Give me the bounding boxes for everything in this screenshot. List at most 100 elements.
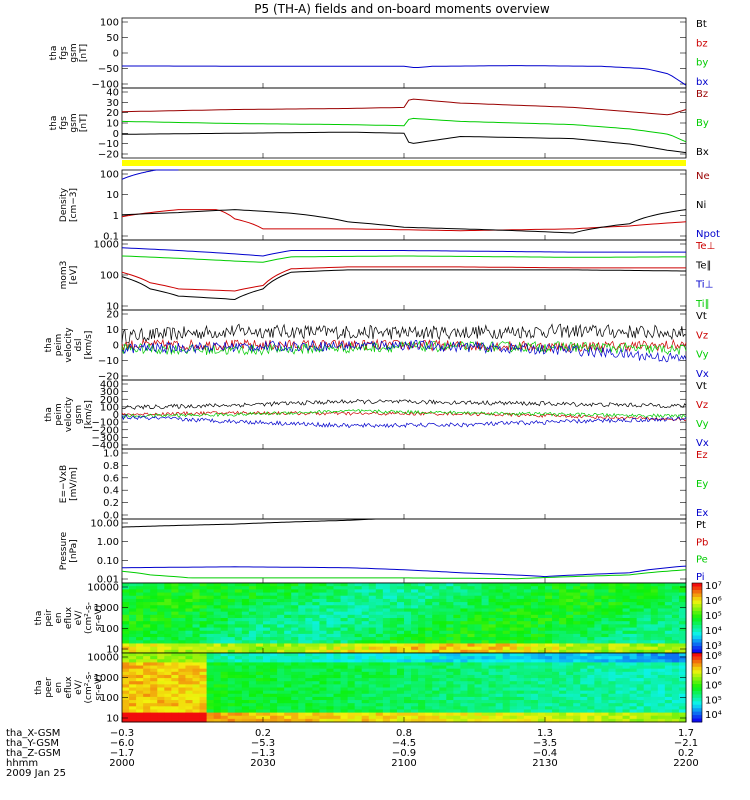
heatmap-cell <box>502 653 511 657</box>
heatmap-cell <box>347 653 356 657</box>
heatmap-cell <box>333 589 342 594</box>
heatmap-cell <box>559 583 567 587</box>
heatmap-cell <box>150 718 158 723</box>
heatmap-cell <box>375 703 384 707</box>
heatmap-cell <box>241 592 250 597</box>
heatmap-cell <box>298 583 306 587</box>
heatmap-cell <box>305 662 313 667</box>
heatmap-cell <box>277 665 285 670</box>
heatmap-cell <box>319 656 327 660</box>
heatmap-cell <box>192 598 201 603</box>
heatmap-cell <box>678 611 687 616</box>
heatmap-cell <box>234 715 243 720</box>
heatmap-cell <box>453 703 461 707</box>
heatmap-cell <box>164 653 172 657</box>
heatmap-cell <box>657 586 666 590</box>
heatmap-cell <box>432 592 440 597</box>
heatmap-cell <box>340 703 349 707</box>
heatmap-cell <box>594 624 602 629</box>
heatmap-cell <box>129 589 137 594</box>
heatmap-cell <box>241 595 250 600</box>
heatmap-cell <box>312 611 320 616</box>
heatmap-cell <box>263 706 271 710</box>
heatmap-cell <box>622 668 631 673</box>
heatmap-cell <box>326 715 334 720</box>
heatmap-cell <box>530 696 539 701</box>
heatmap-cell <box>305 703 313 707</box>
heatmap-cell <box>474 583 483 587</box>
heatmap-cell <box>361 709 370 714</box>
heatmap-cell <box>657 715 666 720</box>
heatmap-cell <box>326 653 334 657</box>
y-axis-label: Pressure [nPa] <box>59 531 79 570</box>
heatmap-cell <box>312 681 320 685</box>
heatmap-cell <box>523 637 532 641</box>
heatmap-cell <box>678 621 687 625</box>
heatmap-cell <box>192 646 201 651</box>
heatmap-cell <box>319 684 327 688</box>
heatmap-cell <box>678 618 687 622</box>
heatmap-cell <box>150 687 158 692</box>
heatmap-cell <box>206 637 215 641</box>
y-axis-label-line: gsm <box>69 43 79 62</box>
heatmap-cell <box>537 693 546 698</box>
heatmap-cell <box>157 678 165 682</box>
heatmap-cell <box>389 605 398 609</box>
heatmap-cell <box>396 630 405 635</box>
heatmap-cell <box>516 693 525 698</box>
heatmap-cell <box>312 592 320 597</box>
heatmap-cell <box>488 646 497 651</box>
heatmap-cell <box>636 696 645 701</box>
heatmap-cell <box>622 687 631 692</box>
heatmap-cell <box>481 684 490 688</box>
heatmap-cell <box>241 659 250 663</box>
heatmap-cell <box>305 608 313 613</box>
heatmap-cell <box>178 624 186 629</box>
heatmap-cell <box>516 618 525 622</box>
heatmap-cell <box>545 700 553 704</box>
heatmap-cell <box>537 656 546 660</box>
heatmap-cell <box>488 684 497 688</box>
colorbar-segment <box>692 597 702 601</box>
heatmap-cell <box>199 643 208 648</box>
heatmap-cell <box>185 674 193 679</box>
heatmap-cell <box>150 653 158 657</box>
heatmap-cell <box>199 709 208 714</box>
heatmap-cell <box>361 659 370 663</box>
heatmap-cell <box>671 618 680 622</box>
heatmap-cell <box>516 687 525 692</box>
heatmap-cell <box>171 618 179 622</box>
heatmap-cell <box>678 709 687 714</box>
heatmap-cell <box>248 618 257 622</box>
heatmap-cell <box>509 624 518 629</box>
heatmap-cell <box>192 696 201 701</box>
heatmap-cell <box>552 662 560 667</box>
heatmap-cell <box>629 646 638 651</box>
heatmap-cell <box>199 653 208 657</box>
heatmap-cell <box>178 674 186 679</box>
heatmap-cell <box>333 586 342 590</box>
heatmap-cell <box>354 693 363 698</box>
heatmap-cell <box>446 668 454 673</box>
heatmap-cell <box>495 674 504 679</box>
heatmap-cell <box>545 715 553 720</box>
heatmap-cell <box>404 589 412 594</box>
heatmap-cell <box>319 618 327 622</box>
heatmap-cell <box>382 712 391 717</box>
heatmap-cell <box>446 681 454 685</box>
heatmap-cell <box>545 646 553 651</box>
heatmap-cell <box>389 595 398 600</box>
heatmap-cell <box>545 583 553 587</box>
heatmap-cell <box>453 589 461 594</box>
y-axis-label-line: fgs <box>59 46 69 60</box>
heatmap-cell <box>467 592 475 597</box>
heatmap-cell <box>566 715 574 720</box>
heatmap-cell <box>594 665 602 670</box>
heatmap-cell <box>425 627 433 632</box>
heatmap-cell <box>178 678 186 682</box>
heatmap-cell <box>248 643 257 648</box>
heatmap-cell <box>523 630 532 635</box>
heatmap-cell <box>453 662 461 667</box>
heatmap-cell <box>671 700 680 704</box>
heatmap-cell <box>594 627 602 632</box>
